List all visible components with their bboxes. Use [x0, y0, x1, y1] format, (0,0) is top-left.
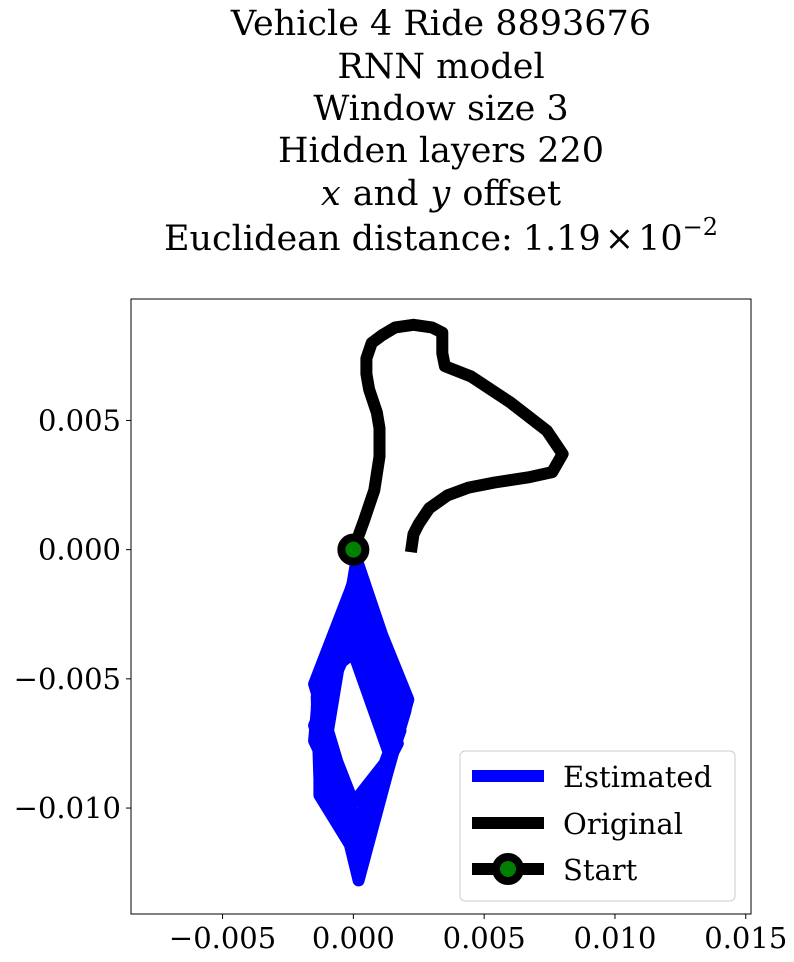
legend-original-label: Original: [563, 807, 683, 841]
x-tick-label: 0.015: [704, 921, 787, 955]
title-line-4: Hidden layers 220: [278, 131, 604, 171]
start-marker: [337, 533, 370, 566]
y-tick-label: −0.010: [14, 791, 121, 825]
y-tick-label: 0.000: [38, 533, 121, 567]
title-x-var: x: [321, 174, 341, 214]
axis-ticks: −0.005 0.000 0.005 0.010 0.015 0.005 0.000 −0.0…: [14, 403, 788, 955]
y-tick-label: 0.005: [38, 403, 121, 437]
legend-estimated-label: Estimated: [563, 760, 712, 794]
x-tick-label: 0.010: [573, 921, 656, 955]
title-line-2: RNN model: [337, 47, 544, 87]
series-estimated-line: [308, 547, 415, 887]
legend-start-marker: [492, 853, 524, 885]
y-tick-label: −0.005: [14, 662, 121, 696]
series-layer: [308, 318, 569, 887]
x-tick-label: 0.000: [312, 921, 395, 955]
title-distance-mantissa: 1.19: [523, 219, 601, 259]
title-distance-base: 10: [638, 219, 683, 259]
x-tick-label: −0.005: [169, 921, 276, 955]
title-y-var: y: [429, 174, 452, 214]
title-line-5: x and y offset: [321, 174, 561, 214]
legend-start-label: Start: [563, 853, 638, 887]
title-line-3: Window size 3: [313, 89, 568, 129]
title-distance-label: Euclidean distance:: [164, 219, 513, 259]
legend: Estimated Original Start: [459, 750, 736, 902]
title-line-1: Vehicle 4 Ride 8893676: [230, 4, 651, 44]
series-original-line: [347, 318, 569, 554]
chart-title: Vehicle 4 Ride 8893676 RNN model Window …: [164, 4, 718, 259]
title-conj: and: [353, 174, 419, 214]
title-offset-suffix: offset: [462, 174, 561, 214]
title-line-6: Euclidean distance: 1.19 × 10−2: [164, 213, 718, 259]
title-distance-exponent: −2: [683, 213, 718, 241]
title-distance-times: ×: [605, 219, 634, 259]
x-tick-label: 0.005: [443, 921, 526, 955]
